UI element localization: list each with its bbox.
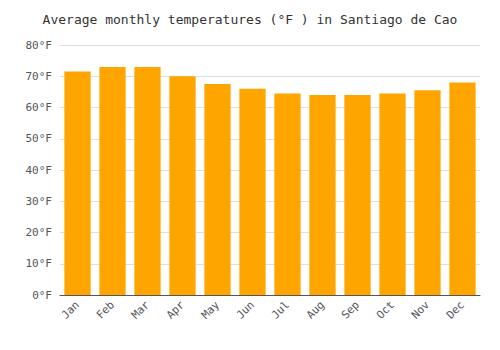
svg-text:Jan: Jan bbox=[59, 298, 82, 321]
svg-text:May: May bbox=[199, 298, 222, 321]
svg-text:60°F: 60°F bbox=[26, 101, 53, 114]
svg-text:Feb: Feb bbox=[94, 298, 117, 321]
svg-text:10°F: 10°F bbox=[26, 257, 53, 270]
svg-text:70°F: 70°F bbox=[26, 70, 53, 83]
svg-text:Jun: Jun bbox=[234, 298, 257, 321]
svg-text:Mar: Mar bbox=[129, 298, 152, 321]
svg-text:Average monthly temperatures (: Average monthly temperatures (°F ) in Sa… bbox=[43, 12, 458, 27]
svg-text:Oct: Oct bbox=[374, 298, 397, 321]
svg-text:Nov: Nov bbox=[409, 298, 432, 321]
svg-text:Jul: Jul bbox=[269, 298, 292, 321]
svg-text:Dec: Dec bbox=[444, 298, 467, 321]
svg-text:80°F: 80°F bbox=[26, 39, 53, 52]
svg-text:30°F: 30°F bbox=[26, 195, 53, 208]
svg-text:40°F: 40°F bbox=[26, 164, 53, 177]
svg-text:Apr: Apr bbox=[164, 298, 187, 321]
svg-text:50°F: 50°F bbox=[26, 132, 53, 145]
svg-text:Aug: Aug bbox=[304, 298, 327, 321]
svg-text:Sep: Sep bbox=[339, 298, 362, 321]
svg-text:0°F: 0°F bbox=[32, 289, 52, 302]
svg-text:20°F: 20°F bbox=[26, 226, 53, 239]
